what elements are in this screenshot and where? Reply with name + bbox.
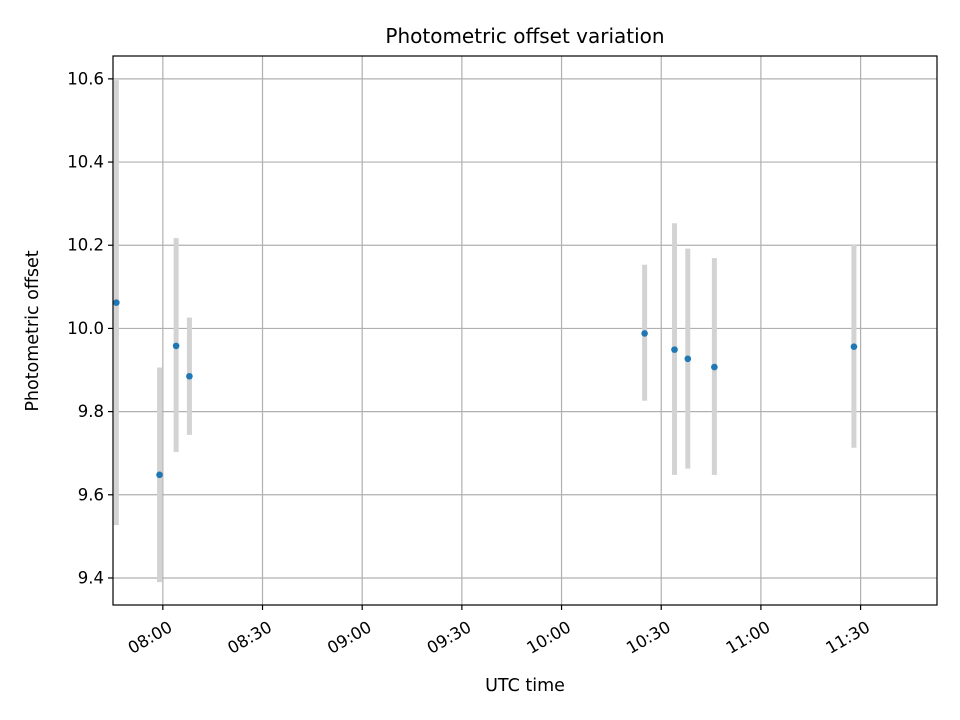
data-point	[711, 363, 718, 371]
y-tick-label: 10.6	[67, 69, 104, 88]
y-axis-label: Photometric offset	[23, 250, 43, 411]
grid-y	[113, 78, 937, 579]
y-tick-label: 10.0	[67, 319, 104, 338]
y-tick-label: 9.8	[78, 402, 104, 421]
x-tick-label: 11:00	[723, 617, 774, 657]
data-point	[850, 343, 858, 351]
y-tick-label: 10.4	[67, 153, 104, 172]
x-tick-label: 11:30	[822, 617, 873, 657]
plot-area	[113, 56, 937, 605]
data-point	[684, 355, 692, 363]
data-point	[113, 299, 120, 306]
data-points	[113, 299, 858, 479]
y-tick-label: 9.4	[78, 568, 104, 587]
y-axis-ticks: 9.4 9.6 9.8 10.0 10.2 10.4 10.6	[67, 69, 113, 587]
x-tick-label: 10:00	[523, 617, 574, 657]
y-tick-label: 10.2	[67, 236, 104, 255]
x-tick-label: 09:30	[424, 617, 475, 657]
chart-title: Photometric offset variation	[385, 24, 664, 48]
x-axis-label: UTC time	[485, 676, 565, 696]
data-point	[641, 330, 648, 337]
x-tick-label: 08:30	[224, 617, 275, 657]
plot-frame	[112, 55, 938, 606]
x-tick-label: 10:30	[623, 617, 674, 657]
data-point	[172, 342, 180, 350]
data-point	[671, 346, 678, 353]
x-axis-ticks: 08:00 08:30 09:00 09:30 10:00 10:30 11:00 11:30	[125, 605, 873, 658]
x-tick-label: 09:00	[324, 617, 375, 657]
y-tick-label: 9.6	[78, 485, 104, 504]
data-point	[186, 372, 193, 380]
grid-x	[162, 56, 862, 605]
data-point	[156, 471, 163, 479]
x-tick-label: 08:00	[125, 617, 176, 657]
